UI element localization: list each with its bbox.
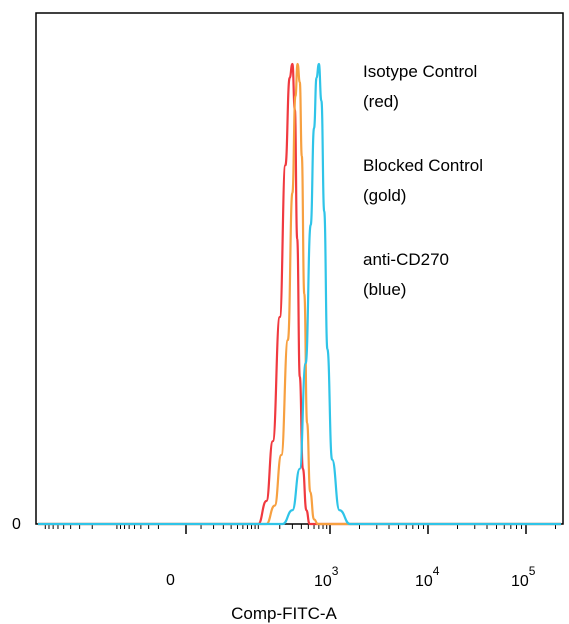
legend-entry-2-line1: Blocked Control <box>363 156 483 175</box>
legend-entry-1-line2: (red) <box>363 92 399 111</box>
x-tick-label-1e5: 105 <box>511 564 536 590</box>
legend-entry-3-line2: (blue) <box>363 280 406 299</box>
series-layer <box>38 62 561 526</box>
legend: Isotype Control (red) Blocked Control (g… <box>363 62 483 299</box>
y-tick-label-0: 0 <box>12 516 21 533</box>
x-tick-label-1e3: 103 <box>314 564 339 590</box>
legend-entry-3-line1: anti-CD270 <box>363 250 449 269</box>
series-line-3 <box>38 62 561 526</box>
x-axis-title: Comp-FITC-A <box>231 604 337 623</box>
series-line-2 <box>38 62 561 526</box>
legend-entry-1-line1: Isotype Control <box>363 62 477 81</box>
series-line-1 <box>38 62 561 526</box>
x-tick-label-1e4: 104 <box>415 564 440 590</box>
x-axis-major-ticks <box>185 524 527 534</box>
legend-entry-2-line2: (gold) <box>363 186 406 205</box>
x-tick-label-0: 0 <box>166 572 175 589</box>
